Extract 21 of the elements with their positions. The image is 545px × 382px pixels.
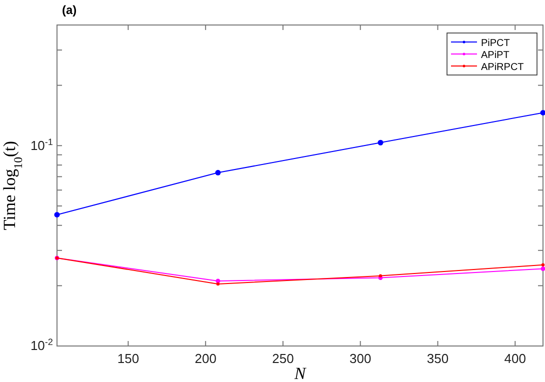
point	[541, 263, 545, 266]
x-tick-label: 200	[194, 351, 216, 366]
x-tick-label: 300	[350, 351, 372, 366]
point	[215, 170, 221, 176]
legend-label: PiPCT	[481, 38, 510, 49]
legend-label: APiPT	[481, 50, 510, 61]
x-axis-title: N	[293, 364, 308, 382]
x-tick-label: 250	[272, 351, 294, 366]
x-tick-label: 150	[117, 351, 140, 366]
x-tick-label: 350	[426, 351, 449, 366]
point	[378, 140, 384, 146]
point	[540, 266, 545, 271]
x-tick-label: 400	[504, 351, 526, 366]
point	[540, 110, 545, 116]
point	[54, 212, 60, 218]
y-tick-label: 10$^{-2}$	[30, 337, 53, 354]
y-tick-label: 10$^{-1}$	[30, 136, 53, 153]
chart-title: (a)	[62, 3, 77, 17]
point	[216, 282, 220, 286]
point	[378, 274, 382, 278]
legend-label: APiRPCT	[481, 62, 524, 73]
